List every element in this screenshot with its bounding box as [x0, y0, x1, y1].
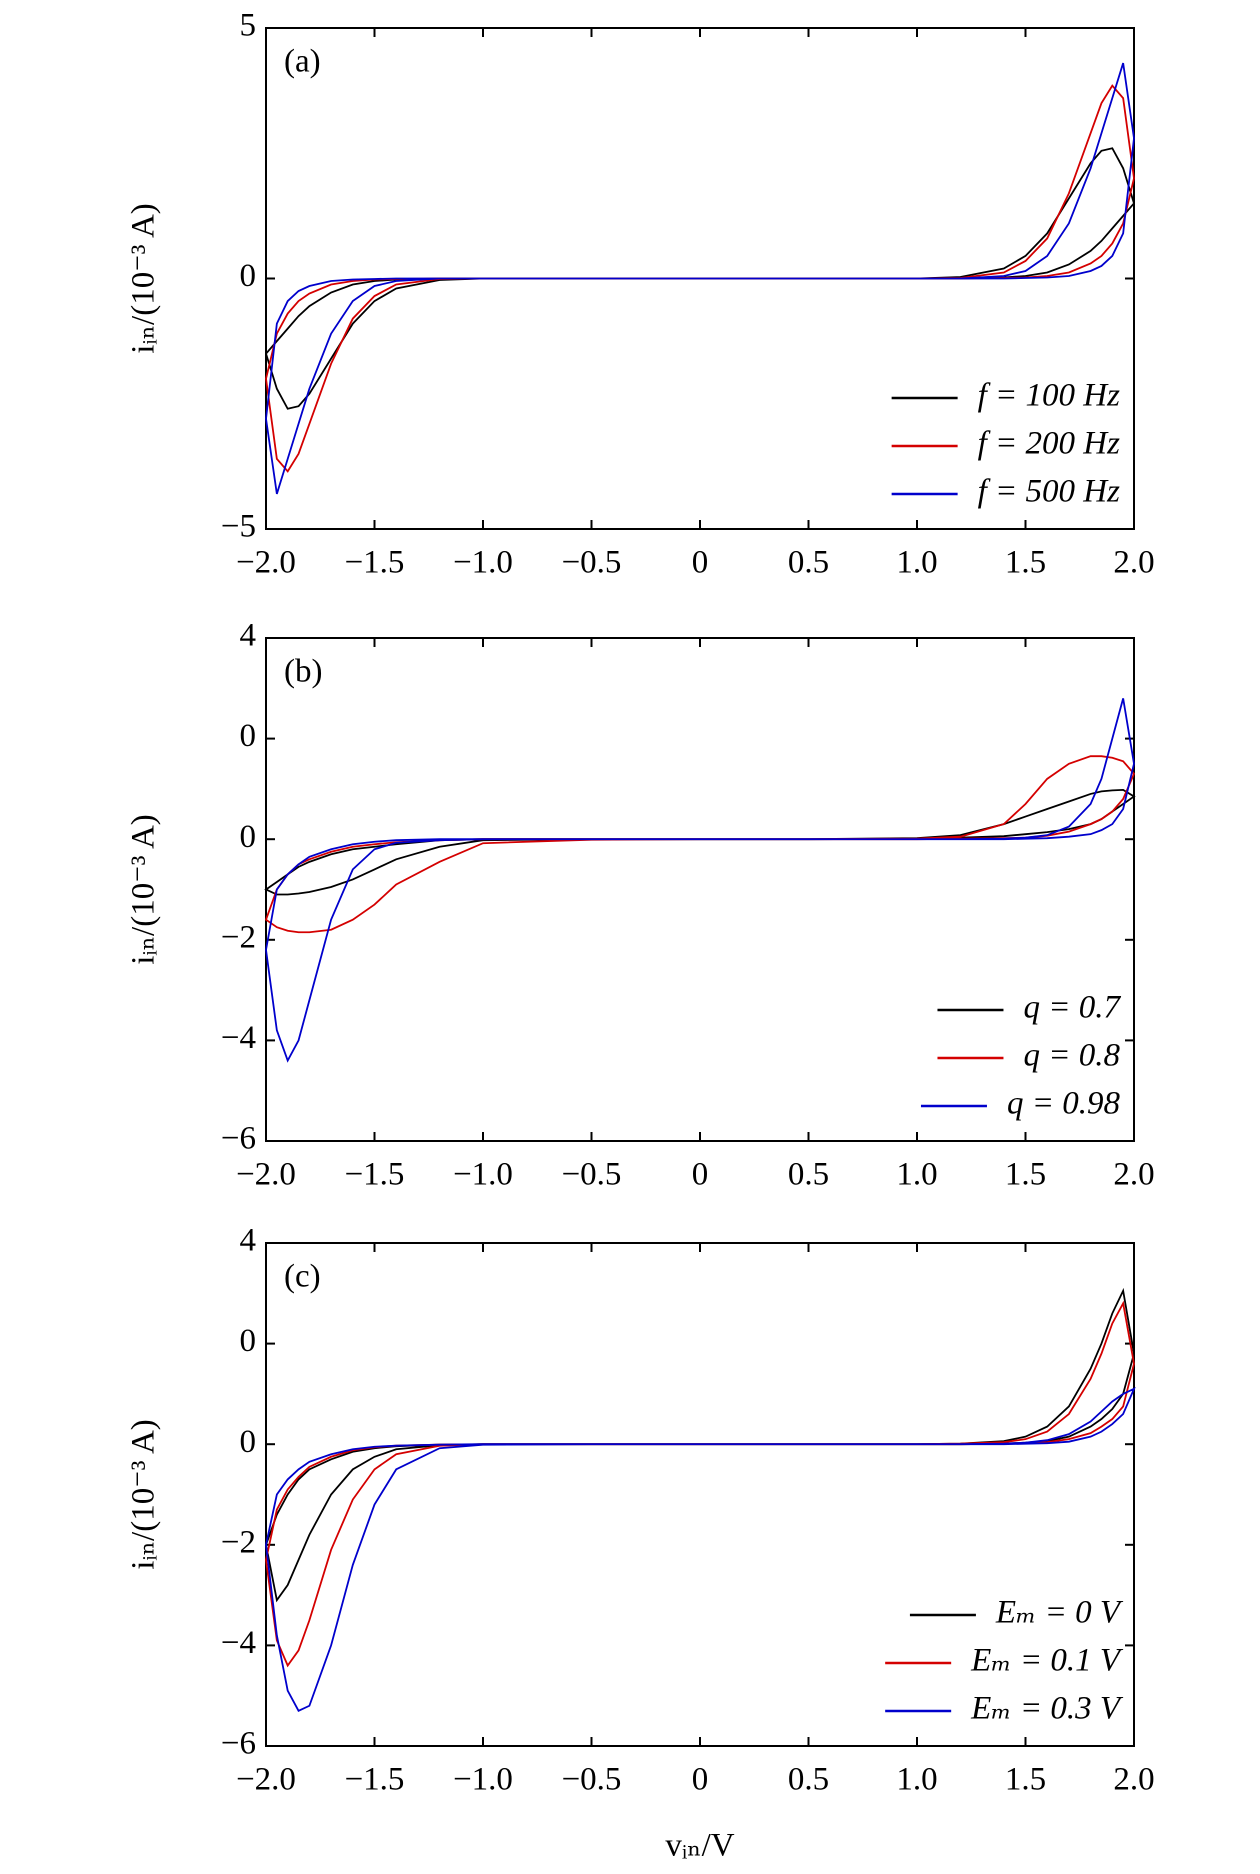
x-tick-label: −2.0 — [236, 1762, 296, 1798]
x-axis-label: vᵢₙ/V — [665, 1828, 734, 1864]
legend-label: Eₘ = 0 V — [995, 1595, 1124, 1631]
series-line — [265, 62, 1135, 495]
x-tick-label: 0.5 — [788, 1157, 829, 1193]
y-tick-label: 0 — [240, 258, 257, 294]
x-tick-label: −1.0 — [453, 1762, 513, 1798]
y-tick-label: −5 — [221, 509, 256, 545]
y-axis-label: iᵢₙ/(10⁻³ A) — [126, 814, 162, 965]
series-line — [265, 698, 1135, 1063]
plot-frame — [265, 637, 1135, 1142]
x-tick-label: 0 — [692, 545, 709, 581]
y-tick-label: 0 — [240, 1424, 257, 1460]
panel-label: (b) — [284, 654, 322, 690]
legend-label: f = 500 Hz — [978, 474, 1121, 510]
panel-label: (a) — [284, 44, 321, 80]
legend-label: Eₘ = 0.1 V — [970, 1643, 1124, 1679]
x-tick-label: 1.0 — [896, 1157, 937, 1193]
x-tick-label: 1.0 — [896, 1762, 937, 1798]
y-tick-label: 0 — [240, 718, 257, 754]
y-tick-label: −6 — [221, 1726, 256, 1762]
y-tick-label: 0 — [240, 1323, 257, 1359]
y-axis-label: iᵢₙ/(10⁻³ A) — [126, 1419, 162, 1570]
x-tick-label: −0.5 — [562, 545, 622, 581]
x-tick-label: 1.0 — [896, 545, 937, 581]
y-tick-label: 4 — [240, 618, 257, 654]
x-tick-label: −2.0 — [236, 1157, 296, 1193]
y-tick-label: 5 — [240, 8, 257, 44]
x-tick-label: −0.5 — [562, 1157, 622, 1193]
x-tick-label: 0 — [692, 1157, 709, 1193]
x-tick-label: 0.5 — [788, 545, 829, 581]
x-tick-label: 1.5 — [1005, 1157, 1046, 1193]
y-axis-label: iᵢₙ/(10⁻³ A) — [126, 203, 162, 354]
legend-label: f = 100 Hz — [978, 378, 1121, 414]
y-tick-label: −4 — [221, 1020, 256, 1056]
x-tick-label: −1.5 — [345, 1157, 405, 1193]
legend-label: q = 0.98 — [1007, 1086, 1121, 1122]
x-tick-label: 2.0 — [1113, 1762, 1154, 1798]
y-tick-label: −2 — [221, 1524, 256, 1560]
y-tick-label: −6 — [221, 1121, 256, 1157]
x-tick-label: −0.5 — [562, 1762, 622, 1798]
x-tick-label: −1.0 — [453, 545, 513, 581]
series-line — [265, 1387, 1136, 1712]
x-tick-label: 2.0 — [1113, 1157, 1154, 1193]
x-tick-label: 0 — [692, 1762, 709, 1798]
y-tick-label: 0 — [240, 819, 257, 855]
x-tick-label: 1.5 — [1005, 545, 1046, 581]
x-tick-label: −1.0 — [453, 1157, 513, 1193]
x-tick-label: 2.0 — [1113, 545, 1154, 581]
legend-label: q = 0.8 — [1023, 1038, 1120, 1074]
y-tick-label: −4 — [221, 1625, 256, 1661]
panel-label: (c) — [284, 1259, 321, 1295]
x-tick-label: 1.5 — [1005, 1762, 1046, 1798]
legend-label: q = 0.7 — [1023, 990, 1121, 1026]
y-tick-label: −2 — [221, 919, 256, 955]
x-tick-label: −1.5 — [345, 1762, 405, 1798]
x-tick-label: −1.5 — [345, 545, 405, 581]
legend-label: f = 200 Hz — [978, 426, 1121, 462]
legend-label: Eₘ = 0.3 V — [970, 1691, 1124, 1727]
x-tick-label: 0.5 — [788, 1762, 829, 1798]
x-tick-label: −2.0 — [236, 545, 296, 581]
y-tick-label: 4 — [240, 1223, 257, 1259]
